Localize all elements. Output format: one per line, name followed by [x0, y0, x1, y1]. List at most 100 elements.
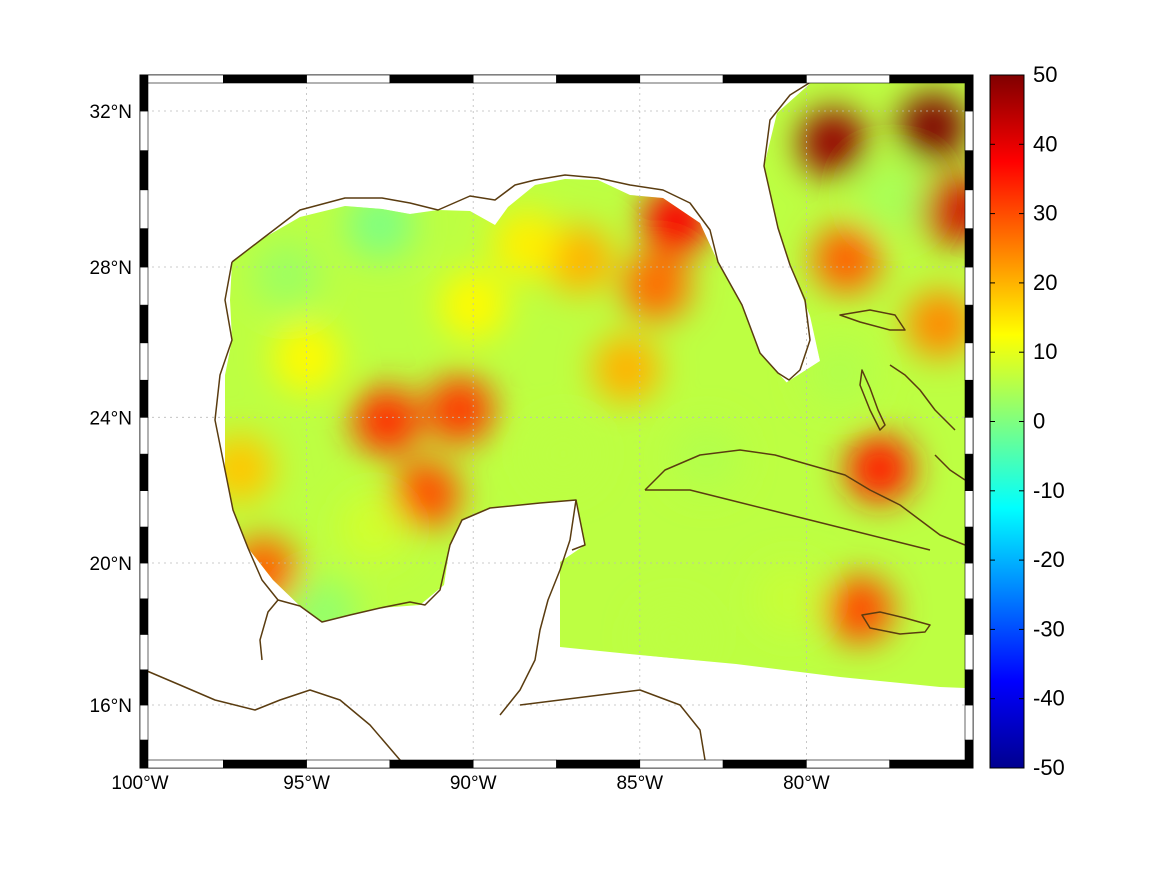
frame-bar-left — [139, 598, 149, 635]
frame-bar-left — [139, 490, 149, 528]
frame-bar-right — [964, 416, 974, 455]
frame-bar-top — [639, 74, 724, 84]
frame-bar-right — [964, 490, 974, 528]
field-feature-16 — [425, 375, 494, 444]
frame-bar-left — [139, 342, 149, 381]
frame-bar-left — [139, 379, 149, 418]
field-feature-11 — [439, 271, 508, 340]
frame-bar-top — [223, 74, 307, 84]
latitude-tick-labels: 16°N 20°N 24°N 28°N 32°N — [90, 102, 132, 717]
colorbar-tick-label: 20 — [1033, 270, 1057, 295]
frame-bar-left — [139, 704, 149, 741]
frame-bar-left — [139, 453, 149, 491]
lon-tick-label: 85°W — [616, 773, 663, 794]
frame-bar-right — [964, 562, 974, 600]
frame-bar-right — [964, 74, 974, 112]
frame-bar-left — [139, 304, 149, 344]
lat-tick-label: 20°N — [90, 554, 132, 575]
map-gridlines — [140, 75, 973, 768]
frame-bar-left — [139, 266, 149, 306]
frame-bar-left — [139, 110, 149, 151]
lat-tick-label: 24°N — [90, 408, 132, 429]
frame-bar-left — [139, 189, 149, 229]
frame-bar-right — [964, 379, 974, 418]
colorbar-tick-label: -40 — [1033, 686, 1065, 711]
frame-bar-left — [139, 228, 149, 268]
frame-bar-right — [964, 304, 974, 344]
colorbar-tick-label: 50 — [1033, 62, 1057, 87]
frame-bar-bottom — [889, 759, 974, 769]
coastlines — [140, 79, 966, 768]
lat-tick-label: 16°N — [90, 696, 132, 717]
field-feature-4 — [859, 163, 927, 232]
frame-bar-bottom — [722, 759, 807, 769]
field-feature-1 — [799, 108, 868, 177]
frame-bar-right — [964, 110, 974, 151]
frame-bar-right — [964, 704, 974, 741]
coast-bahamas-north — [839, 309, 906, 331]
lon-tick-label: 95°W — [283, 773, 330, 794]
frame-bar-left — [139, 150, 149, 191]
coast-gulf-northwest — [259, 499, 586, 661]
lon-tick-label: 100°W — [111, 773, 168, 794]
frame-tick-bars — [139, 74, 974, 769]
lat-tick-label: 32°N — [90, 102, 132, 123]
coast-andros — [859, 369, 886, 431]
lon-tick-label: 90°W — [450, 773, 497, 794]
field-feature-5 — [905, 290, 965, 358]
coast-honduras — [519, 689, 706, 761]
frame-bar-left — [139, 562, 149, 600]
field-feature-22 — [529, 420, 598, 489]
frame-bar-top — [722, 74, 807, 84]
colorbar-tick-label: -30 — [1033, 616, 1065, 641]
field-feature-2 — [919, 175, 965, 244]
coast-yucatan-east — [499, 499, 577, 716]
frame-bar-right — [964, 228, 974, 268]
frame-bar-right — [964, 342, 974, 381]
colorbar-gradient — [990, 75, 1024, 768]
colorbar-tick-label: 10 — [1033, 339, 1057, 364]
field-feature-18 — [225, 434, 274, 503]
frame-bar-top — [556, 74, 641, 84]
frame-bar-top — [139, 74, 224, 84]
field-feature-0 — [899, 92, 965, 161]
field-feature-21 — [339, 493, 408, 561]
field-feature-27 — [755, 564, 824, 633]
longitude-tick-labels: 100°W 95°W 90°W 85°W 80°W — [111, 773, 829, 794]
frame-bar-right — [964, 453, 974, 491]
field-feature-8 — [545, 225, 614, 294]
lat-tick-label: 28°N — [90, 258, 132, 279]
frame-bar-right — [964, 189, 974, 229]
colorbar: 50 40 30 20 10 0 -10 -20 -30 -40 -50 — [989, 62, 1065, 780]
colorbar-tick-label: 30 — [1033, 201, 1057, 226]
colorbar-tick-label: -20 — [1033, 547, 1065, 572]
frame-bar-left — [139, 739, 149, 769]
colorbar-tick-label: -50 — [1033, 755, 1065, 780]
frame-bar-bottom — [806, 759, 891, 769]
frame-bar-right — [964, 150, 974, 191]
frame-bar-top — [389, 74, 474, 84]
coast-us-gulf — [231, 79, 815, 381]
lon-tick-label: 80°W — [783, 773, 830, 794]
frame-bar-bottom — [223, 759, 307, 769]
sea-surface-data-field — [225, 80, 965, 688]
colorbar-tick-label: -10 — [1033, 478, 1065, 503]
frame-bar-bottom — [556, 759, 641, 769]
frame-bar-top — [889, 74, 974, 84]
frame-bar-left — [139, 669, 149, 706]
field-feature-25 — [845, 434, 914, 503]
frame-bar-top — [806, 74, 891, 84]
field-feature-15 — [352, 387, 421, 455]
frame-bar-right — [964, 266, 974, 306]
field-feature-12 — [345, 190, 414, 259]
frame-bar-left — [139, 526, 149, 564]
frame-bar-top — [306, 74, 391, 84]
field-feature-19 — [229, 536, 298, 605]
coast-cuba-south — [645, 489, 931, 551]
frame-bar-bottom — [639, 759, 724, 769]
field-anomaly-blobs — [225, 92, 965, 672]
frame-bar-bottom — [139, 759, 224, 769]
coast-hispaniola — [934, 454, 966, 481]
coast-bahamas-eleuthera — [889, 364, 956, 431]
